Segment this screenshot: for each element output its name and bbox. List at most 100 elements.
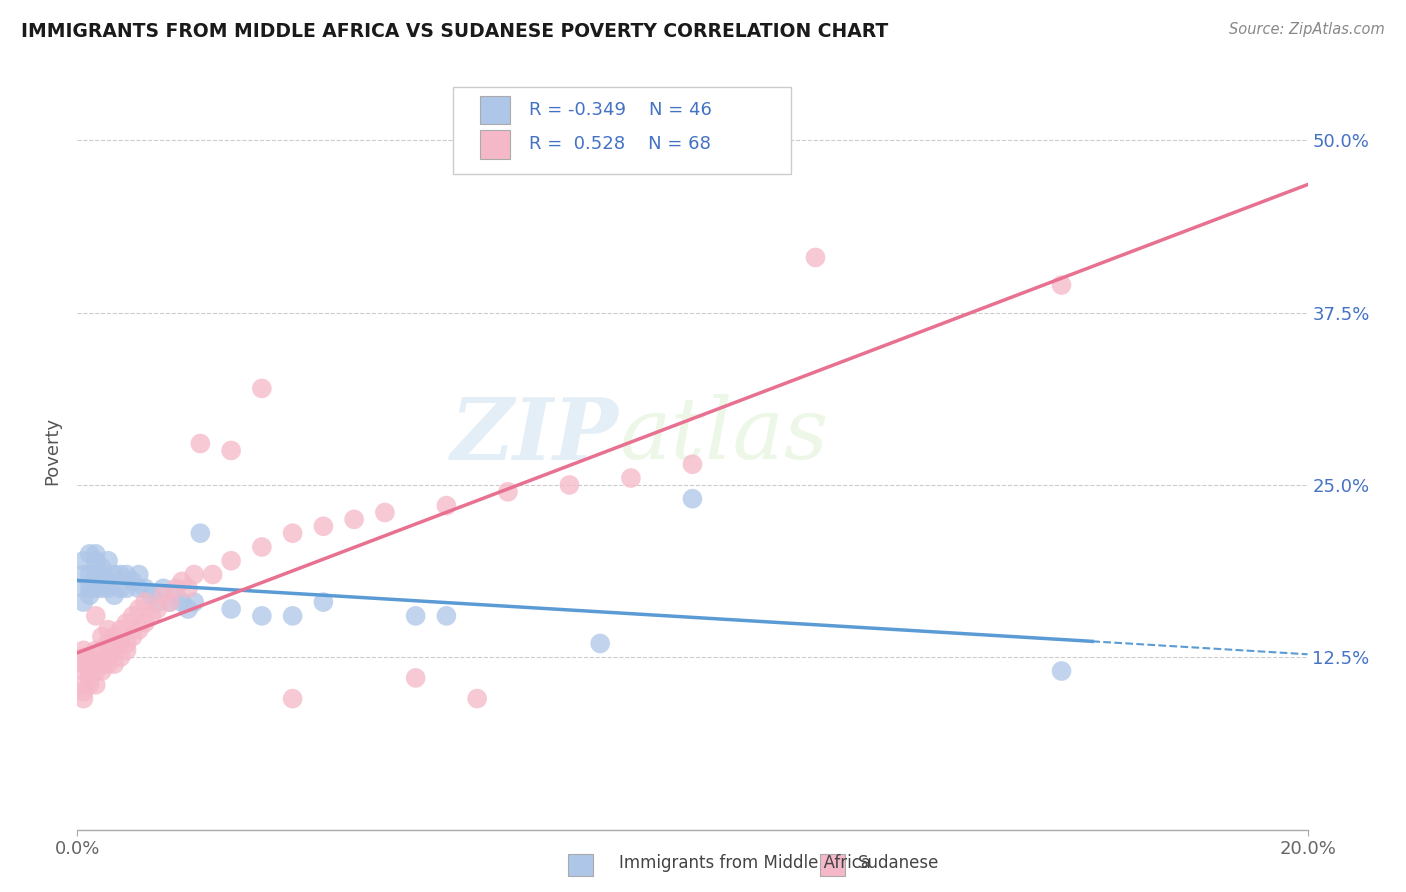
- Point: [72, 684, 94, 698]
- Point: [110, 567, 132, 582]
- Point: [177, 582, 200, 596]
- Point: [152, 588, 174, 602]
- Point: [1050, 664, 1073, 678]
- Point: [589, 636, 612, 650]
- Point: [103, 657, 125, 672]
- Point: [79, 588, 101, 602]
- Point: [79, 664, 101, 678]
- Point: [72, 582, 94, 596]
- Point: [121, 574, 143, 589]
- Point: [90, 630, 114, 644]
- Point: [219, 443, 242, 458]
- Point: [682, 457, 704, 471]
- Point: [558, 478, 581, 492]
- Point: [436, 608, 458, 623]
- Point: [90, 657, 114, 672]
- Point: [115, 582, 138, 596]
- Point: [97, 650, 120, 665]
- Text: ZIP: ZIP: [451, 393, 619, 477]
- Point: [121, 608, 143, 623]
- Point: [90, 560, 114, 574]
- Point: [103, 567, 125, 582]
- Point: [146, 602, 169, 616]
- Point: [84, 608, 107, 623]
- Point: [682, 491, 704, 506]
- Point: [281, 526, 304, 541]
- Point: [250, 540, 273, 554]
- Point: [188, 526, 212, 541]
- Point: [141, 608, 163, 623]
- Point: [97, 574, 120, 589]
- Point: [804, 251, 827, 265]
- Point: [188, 436, 212, 450]
- Bar: [568, 854, 593, 876]
- Point: [72, 657, 94, 672]
- Bar: [479, 129, 510, 159]
- Point: [72, 664, 94, 678]
- Point: [183, 567, 205, 582]
- Point: [159, 595, 181, 609]
- Point: [110, 582, 132, 596]
- Point: [97, 554, 120, 568]
- Point: [90, 643, 114, 657]
- Point: [79, 650, 101, 665]
- FancyBboxPatch shape: [453, 87, 792, 174]
- Point: [90, 664, 114, 678]
- Point: [79, 547, 101, 561]
- Point: [90, 567, 114, 582]
- Point: [465, 691, 488, 706]
- Text: Sudanese: Sudanese: [858, 855, 939, 872]
- Point: [110, 636, 132, 650]
- Point: [97, 636, 120, 650]
- Point: [72, 567, 94, 582]
- Point: [79, 671, 101, 685]
- Point: [152, 582, 174, 596]
- Point: [405, 608, 427, 623]
- Point: [72, 678, 94, 692]
- Point: [250, 381, 273, 395]
- Text: atlas: atlas: [619, 394, 828, 476]
- Point: [72, 643, 94, 657]
- Text: Source: ZipAtlas.com: Source: ZipAtlas.com: [1229, 22, 1385, 37]
- Point: [146, 595, 169, 609]
- Point: [115, 636, 138, 650]
- Point: [141, 588, 163, 602]
- Point: [281, 691, 304, 706]
- Point: [84, 582, 107, 596]
- Point: [79, 657, 101, 672]
- Point: [79, 678, 101, 692]
- Point: [219, 602, 242, 616]
- Point: [103, 588, 125, 602]
- Point: [250, 608, 273, 623]
- Point: [110, 623, 132, 637]
- Point: [128, 623, 150, 637]
- Point: [620, 471, 643, 485]
- Point: [97, 657, 120, 672]
- Text: IMMIGRANTS FROM MIDDLE AFRICA VS SUDANESE POVERTY CORRELATION CHART: IMMIGRANTS FROM MIDDLE AFRICA VS SUDANES…: [21, 22, 889, 41]
- Point: [170, 595, 193, 609]
- Point: [312, 519, 335, 533]
- Bar: [479, 95, 510, 124]
- Point: [134, 595, 156, 609]
- Text: R = -0.349    N = 46: R = -0.349 N = 46: [529, 101, 711, 119]
- Point: [72, 595, 94, 609]
- Point: [121, 630, 143, 644]
- Text: Immigrants from Middle Africa: Immigrants from Middle Africa: [619, 855, 870, 872]
- Y-axis label: Poverty: Poverty: [44, 417, 62, 484]
- Point: [1050, 278, 1073, 293]
- Point: [436, 499, 458, 513]
- Point: [110, 650, 132, 665]
- Point: [72, 554, 94, 568]
- Point: [374, 506, 396, 520]
- Point: [201, 567, 224, 582]
- Point: [84, 547, 107, 561]
- Point: [103, 643, 125, 657]
- Point: [405, 671, 427, 685]
- Point: [103, 630, 125, 644]
- Point: [84, 554, 107, 568]
- Point: [496, 484, 519, 499]
- Point: [72, 650, 94, 665]
- Point: [79, 582, 101, 596]
- Text: R =  0.528    N = 68: R = 0.528 N = 68: [529, 136, 710, 153]
- Point: [115, 615, 138, 630]
